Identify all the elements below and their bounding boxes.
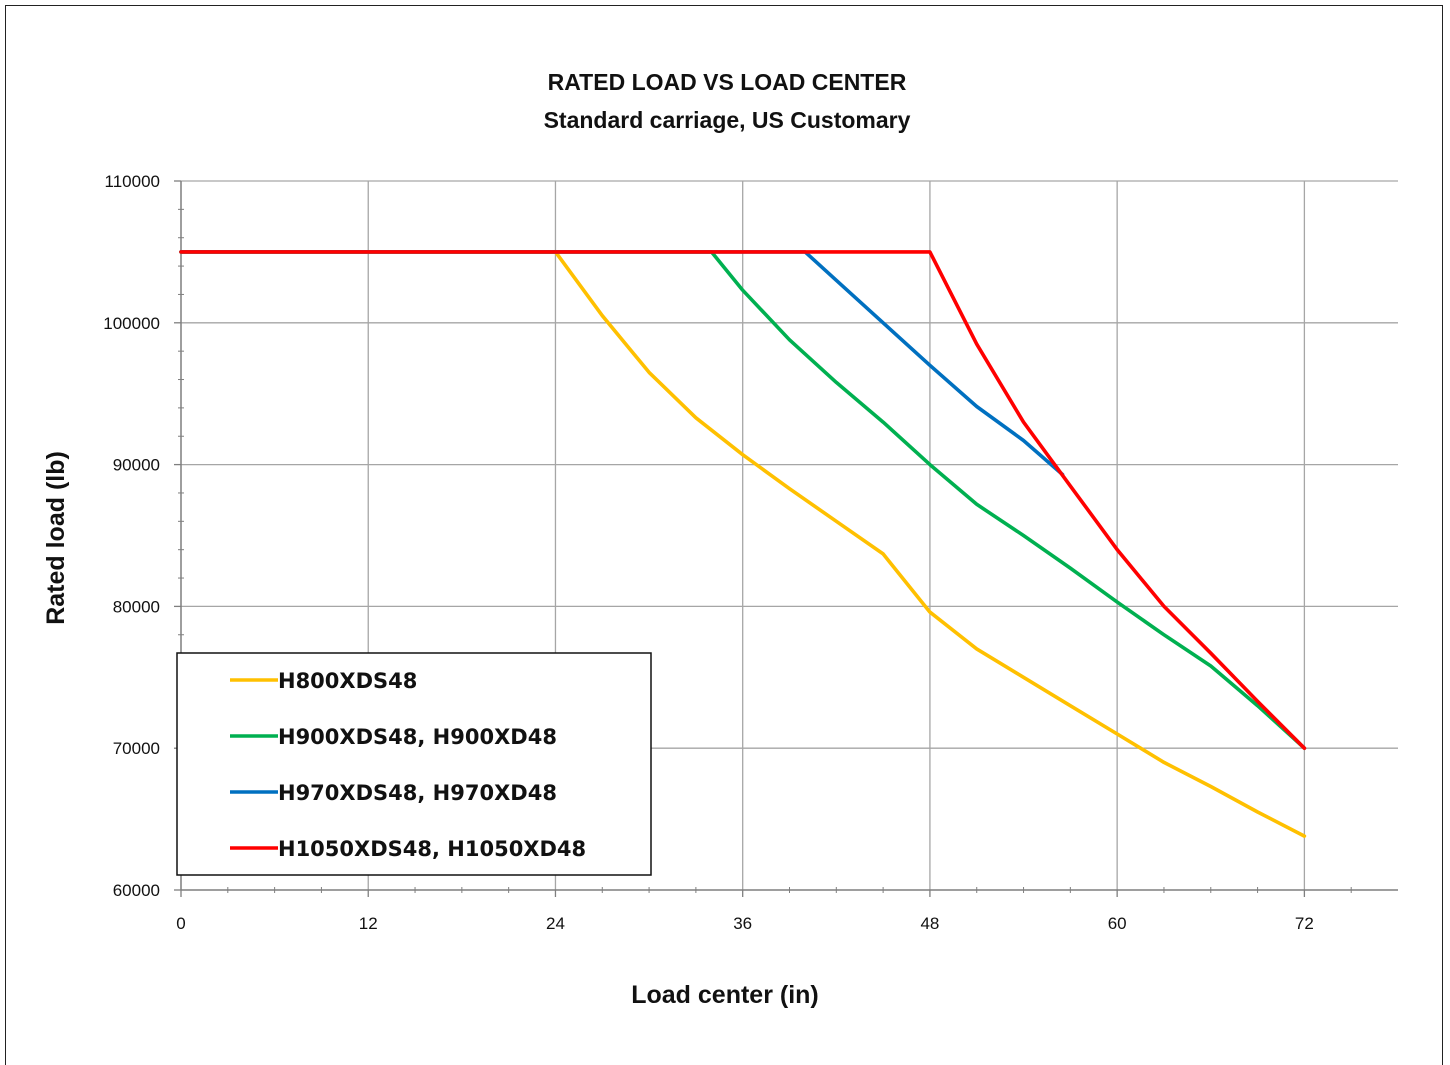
series-line-3 [179, 250, 1065, 477]
x-axis-title: Load center (in) [631, 981, 819, 1009]
x-tick-label: 24 [546, 914, 565, 933]
x-tick-label: 0 [176, 914, 185, 933]
y-axis-title: Rated load (lb) [42, 451, 70, 625]
legend-label-4: H1050XDS48, H1050XD48 [278, 837, 586, 861]
x-tick-label: 48 [920, 914, 939, 933]
x-tick-label: 72 [1295, 914, 1314, 933]
series-lines [179, 250, 1307, 838]
y-tick-label: 110000 [105, 172, 160, 191]
y-tick-label: 70000 [113, 739, 160, 758]
x-tick-label: 60 [1108, 914, 1127, 933]
series-line-1 [179, 250, 1307, 838]
chart-subtitle: Standard carriage, US Customary [544, 107, 911, 133]
y-tick-label: 90000 [113, 456, 160, 475]
legend-label-3: H970XDS48, H970XD48 [278, 781, 557, 805]
tick-labels: 60000 70000 80000 90000 100000 110000 0 12 24 36 4… [103, 172, 1314, 933]
legend-box [176, 652, 652, 876]
x-tick-label: 36 [733, 914, 752, 933]
series-line-2 [179, 250, 1307, 751]
chart-frame [5, 5, 1443, 1065]
legend-label-2: H900XDS48, H900XD48 [278, 725, 557, 749]
y-tick-label: 80000 [113, 597, 160, 616]
y-tick-label: 60000 [113, 881, 160, 900]
x-tick-label: 12 [359, 914, 378, 933]
y-tick-label: 100000 [103, 314, 160, 333]
chart-title: RATED LOAD VS LOAD CENTER [548, 69, 907, 95]
series-line-4 [179, 250, 1307, 751]
legend: H800XDS48 H900XDS48, H900XD48 H970XDS48, H… [176, 652, 652, 876]
legend-label-1: H800XDS48 [278, 669, 417, 693]
